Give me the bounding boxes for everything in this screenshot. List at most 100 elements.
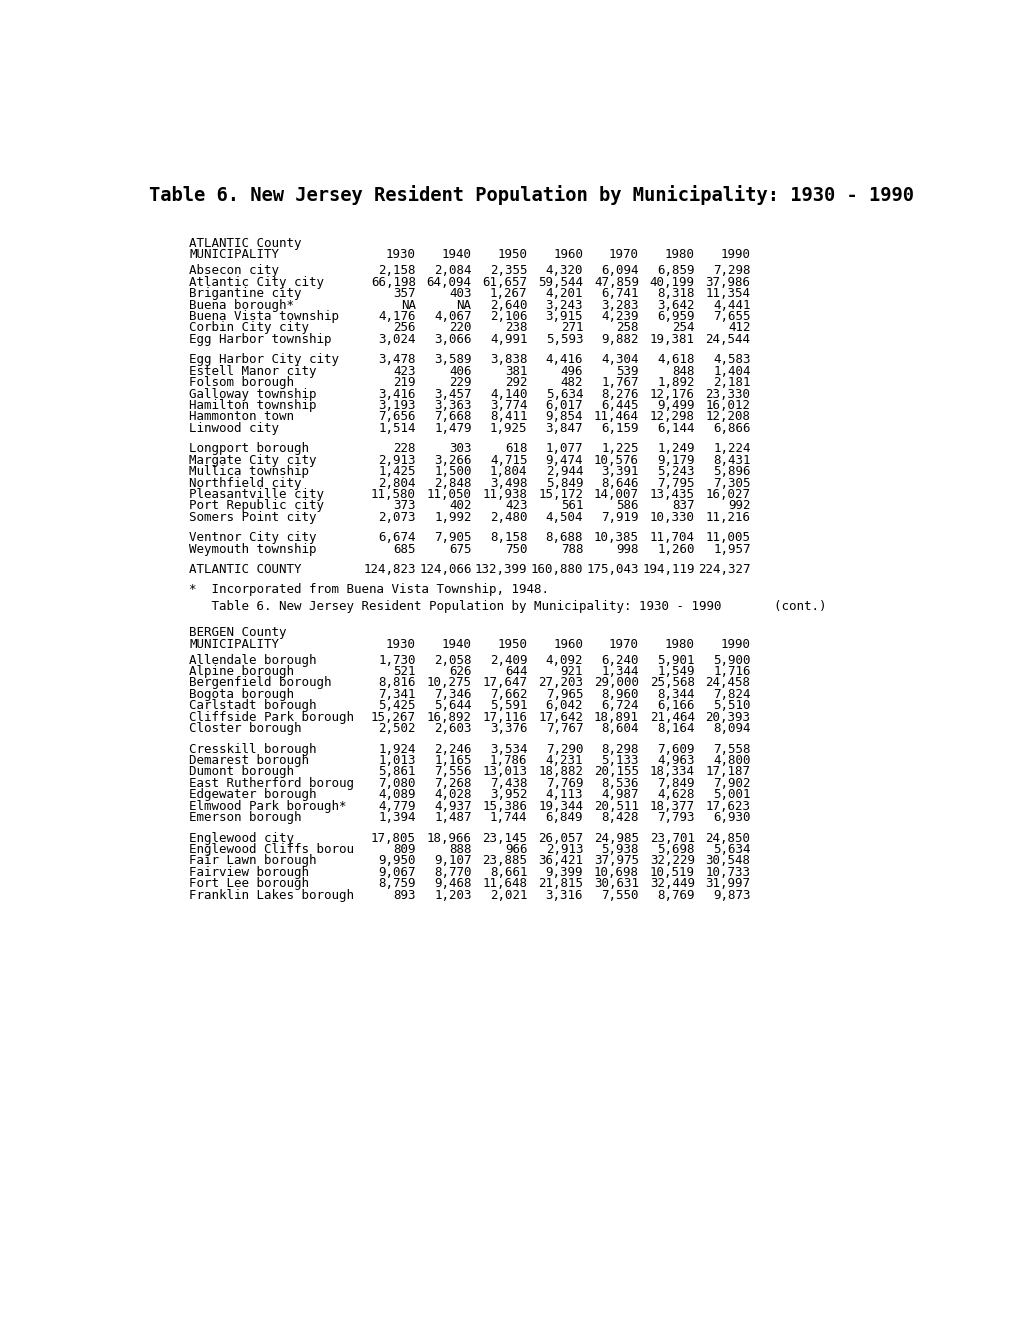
Text: 2,355: 2,355 — [489, 264, 527, 277]
Text: 4,028: 4,028 — [434, 788, 471, 801]
Text: 8,298: 8,298 — [601, 743, 638, 755]
Text: 2,058: 2,058 — [434, 653, 471, 667]
Text: 1960: 1960 — [552, 248, 583, 261]
Text: 5,644: 5,644 — [434, 700, 471, 713]
Text: 2,409: 2,409 — [489, 653, 527, 667]
Text: 1,267: 1,267 — [489, 288, 527, 300]
Text: 26,057: 26,057 — [538, 832, 583, 845]
Text: Atlantic City city: Atlantic City city — [190, 276, 324, 289]
Text: Egg Harbor City city: Egg Harbor City city — [190, 354, 339, 367]
Text: 6,144: 6,144 — [656, 421, 694, 434]
Text: 6,094: 6,094 — [601, 264, 638, 277]
Text: 256: 256 — [393, 321, 416, 334]
Text: 6,445: 6,445 — [601, 399, 638, 412]
Text: 7,905: 7,905 — [434, 532, 471, 544]
Text: Fair Lawn borough: Fair Lawn borough — [190, 854, 317, 867]
Text: 23,330: 23,330 — [705, 388, 750, 400]
Text: 837: 837 — [672, 499, 694, 512]
Text: 18,891: 18,891 — [593, 710, 638, 723]
Text: 14,007: 14,007 — [593, 488, 638, 502]
Text: 1950: 1950 — [497, 638, 527, 651]
Text: Galloway township: Galloway township — [190, 388, 317, 400]
Text: 2,181: 2,181 — [712, 376, 750, 389]
Text: 229: 229 — [448, 376, 471, 389]
Text: 788: 788 — [560, 543, 583, 556]
Text: Elmwood Park borough*: Elmwood Park borough* — [190, 800, 346, 813]
Text: MUNICIPALITY: MUNICIPALITY — [190, 248, 279, 261]
Text: 11,580: 11,580 — [371, 488, 416, 502]
Text: 9,067: 9,067 — [378, 866, 416, 879]
Text: 5,243: 5,243 — [656, 465, 694, 478]
Text: 4,583: 4,583 — [712, 354, 750, 367]
Text: 1950: 1950 — [497, 248, 527, 261]
Text: Hamilton township: Hamilton township — [190, 399, 317, 412]
Text: 7,268: 7,268 — [434, 777, 471, 789]
Text: 9,107: 9,107 — [434, 854, 471, 867]
Text: 15,172: 15,172 — [538, 488, 583, 502]
Text: Estell Manor city: Estell Manor city — [190, 364, 317, 378]
Text: 36,421: 36,421 — [538, 854, 583, 867]
Text: 1,549: 1,549 — [656, 665, 694, 678]
Text: Englewood Cliffs borou: Englewood Cliffs borou — [190, 843, 355, 857]
Text: 750: 750 — [504, 543, 527, 556]
Text: 4,937: 4,937 — [434, 800, 471, 813]
Text: Pleasantville city: Pleasantville city — [190, 488, 324, 502]
Text: Englewood city: Englewood city — [190, 832, 294, 845]
Text: 482: 482 — [560, 376, 583, 389]
Text: 381: 381 — [504, 364, 527, 378]
Text: 539: 539 — [615, 364, 638, 378]
Text: 626: 626 — [448, 665, 471, 678]
Text: 12,176: 12,176 — [649, 388, 694, 400]
Text: 47,859: 47,859 — [593, 276, 638, 289]
Text: 7,767: 7,767 — [545, 722, 583, 735]
Text: 175,043: 175,043 — [586, 564, 638, 577]
Text: 3,024: 3,024 — [378, 333, 416, 346]
Text: 1,957: 1,957 — [712, 543, 750, 556]
Text: 675: 675 — [448, 543, 471, 556]
Text: *  Incorporated from Buena Vista Township, 1948.: * Incorporated from Buena Vista Township… — [190, 582, 549, 595]
Text: 2,502: 2,502 — [378, 722, 416, 735]
Text: 13,435: 13,435 — [649, 488, 694, 502]
Text: 4,963: 4,963 — [656, 754, 694, 767]
Text: ATLANTIC COUNTY: ATLANTIC COUNTY — [190, 564, 302, 577]
Text: 8,769: 8,769 — [656, 888, 694, 902]
Text: 27,203: 27,203 — [538, 676, 583, 689]
Text: 24,458: 24,458 — [705, 676, 750, 689]
Text: 7,080: 7,080 — [378, 777, 416, 789]
Text: Longport borough: Longport borough — [190, 442, 309, 455]
Text: 11,216: 11,216 — [705, 511, 750, 524]
Text: 8,688: 8,688 — [545, 532, 583, 544]
Text: 423: 423 — [504, 499, 527, 512]
Text: 7,849: 7,849 — [656, 777, 694, 789]
Text: 7,824: 7,824 — [712, 688, 750, 701]
Text: Northfield city: Northfield city — [190, 477, 302, 490]
Text: Linwood city: Linwood city — [190, 421, 279, 434]
Text: 9,950: 9,950 — [378, 854, 416, 867]
Text: 1,404: 1,404 — [712, 364, 750, 378]
Text: 8,158: 8,158 — [489, 532, 527, 544]
Text: 403: 403 — [448, 288, 471, 300]
Text: 7,305: 7,305 — [712, 477, 750, 490]
Text: 3,534: 3,534 — [489, 743, 527, 755]
Text: 1,249: 1,249 — [656, 442, 694, 455]
Text: 1,487: 1,487 — [434, 810, 471, 824]
Text: 1,203: 1,203 — [434, 888, 471, 902]
Text: 2,021: 2,021 — [489, 888, 527, 902]
Text: 124,066: 124,066 — [419, 564, 471, 577]
Text: 9,882: 9,882 — [601, 333, 638, 346]
Text: 412: 412 — [728, 321, 750, 334]
Text: 292: 292 — [504, 376, 527, 389]
Text: 9,468: 9,468 — [434, 878, 471, 890]
Text: 6,674: 6,674 — [378, 532, 416, 544]
Text: 5,861: 5,861 — [378, 766, 416, 779]
Text: 4,441: 4,441 — [712, 298, 750, 312]
Text: 6,849: 6,849 — [545, 810, 583, 824]
Text: 132,399: 132,399 — [475, 564, 527, 577]
Text: 10,519: 10,519 — [649, 866, 694, 879]
Text: 1,786: 1,786 — [489, 754, 527, 767]
Text: 5,001: 5,001 — [712, 788, 750, 801]
Text: 7,793: 7,793 — [656, 810, 694, 824]
Text: 1990: 1990 — [719, 638, 750, 651]
Text: Allendale borough: Allendale borough — [190, 653, 317, 667]
Text: Absecon city: Absecon city — [190, 264, 279, 277]
